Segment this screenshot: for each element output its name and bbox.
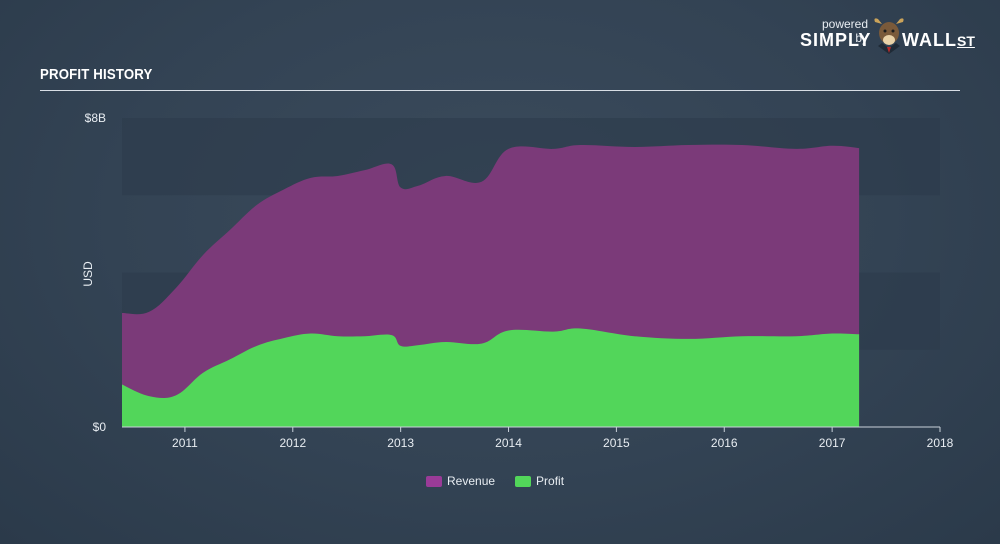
axes: 2011 2012 2013 2014 2015 2016 2017 2018 $0 $8B USD [81, 111, 954, 450]
x-tick-label: 2011 [172, 436, 198, 450]
brand-name-left: SIMPLY [800, 30, 872, 50]
powered-by-text: powered by [821, 17, 868, 45]
x-tick-label: 2012 [279, 436, 306, 450]
x-tick-label: 2014 [495, 436, 522, 450]
x-tick-label: 2017 [819, 436, 846, 450]
legend: Revenue Profit [426, 472, 584, 490]
bull-icon [874, 18, 904, 54]
brand-suffix: ST [957, 33, 975, 49]
legend-item-profit[interactable]: Profit [515, 474, 564, 488]
legend-item-revenue[interactable]: Revenue [426, 474, 495, 488]
area-series [122, 144, 860, 427]
brand-name-right: WALLST [902, 30, 975, 51]
x-tick-label: 2013 [387, 436, 414, 450]
legend-label-revenue: Revenue [447, 474, 496, 488]
legend-swatch-revenue [426, 475, 442, 487]
legend-label-profit: Profit [536, 474, 565, 488]
x-tick-label: 2015 [603, 436, 630, 450]
x-tick-label: 2016 [711, 436, 738, 450]
y-tick-label: $8B [85, 111, 106, 125]
chart-title: PROFIT HISTORY [40, 66, 153, 83]
y-tick-label: $0 [93, 420, 107, 434]
y-axis-label: USD [81, 261, 95, 287]
x-tick-label: 2018 [927, 436, 954, 450]
branding: powered by SIMPLY WALLST [800, 14, 986, 56]
title-divider [40, 90, 960, 91]
brand-wall: WALL [902, 30, 957, 50]
legend-swatch-profit [515, 475, 532, 487]
area-profit [122, 328, 860, 427]
